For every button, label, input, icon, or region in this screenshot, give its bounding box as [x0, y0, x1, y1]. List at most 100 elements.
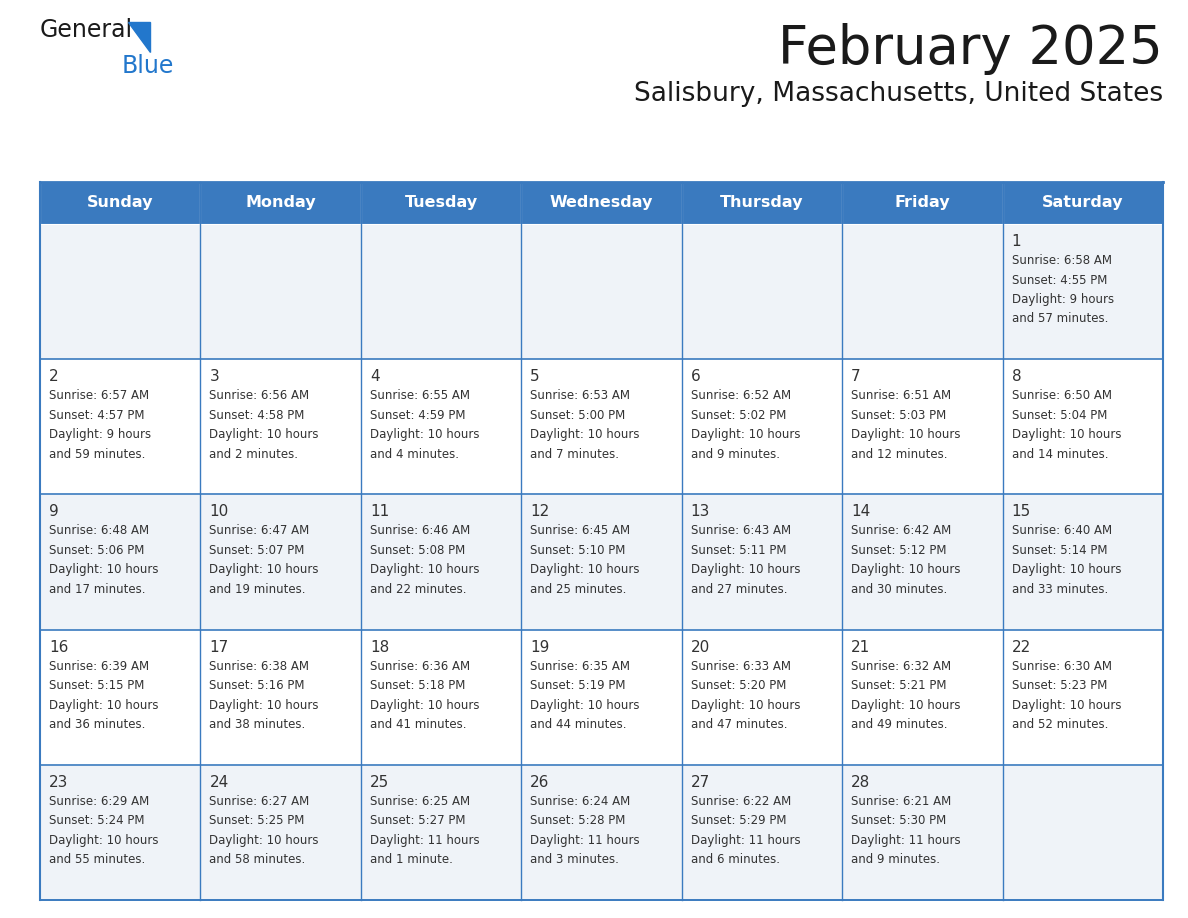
Text: and 6 minutes.: and 6 minutes. [690, 854, 779, 867]
Text: and 36 minutes.: and 36 minutes. [49, 718, 145, 731]
Text: 2: 2 [49, 369, 58, 385]
Text: Daylight: 10 hours: Daylight: 10 hours [209, 428, 318, 442]
Text: Daylight: 10 hours: Daylight: 10 hours [530, 564, 640, 577]
Text: 17: 17 [209, 640, 228, 655]
Text: and 33 minutes.: and 33 minutes. [1011, 583, 1108, 596]
Text: Sunset: 5:15 PM: Sunset: 5:15 PM [49, 679, 145, 692]
Text: Daylight: 10 hours: Daylight: 10 hours [209, 834, 318, 846]
Text: and 3 minutes.: and 3 minutes. [530, 854, 619, 867]
Text: 1: 1 [1011, 234, 1022, 249]
Text: Sunrise: 6:53 AM: Sunrise: 6:53 AM [530, 389, 631, 402]
Bar [522, 224, 682, 359]
Text: Sunrise: 6:48 AM: Sunrise: 6:48 AM [49, 524, 150, 537]
Bar [682, 765, 842, 900]
Text: Sunset: 5:10 PM: Sunset: 5:10 PM [530, 543, 626, 557]
Text: Sunrise: 6:33 AM: Sunrise: 6:33 AM [690, 660, 791, 673]
Bar [842, 359, 1003, 495]
Text: Salisbury, Massachusetts, United States: Salisbury, Massachusetts, United States [634, 81, 1163, 107]
Text: Sunrise: 6:39 AM: Sunrise: 6:39 AM [49, 660, 150, 673]
Bar [842, 182, 1003, 224]
Bar [201, 359, 361, 495]
Text: Sunset: 4:58 PM: Sunset: 4:58 PM [209, 409, 305, 421]
Bar [201, 182, 361, 224]
Text: Sunset: 4:55 PM: Sunset: 4:55 PM [1011, 274, 1107, 286]
Text: Sunrise: 6:40 AM: Sunrise: 6:40 AM [1011, 524, 1112, 537]
Text: Daylight: 10 hours: Daylight: 10 hours [1011, 699, 1121, 711]
Text: Sunset: 5:19 PM: Sunset: 5:19 PM [530, 679, 626, 692]
Text: Sunrise: 6:38 AM: Sunrise: 6:38 AM [209, 660, 309, 673]
Text: Daylight: 10 hours: Daylight: 10 hours [690, 699, 801, 711]
Bar [682, 495, 842, 630]
Text: 13: 13 [690, 504, 710, 520]
Text: Daylight: 10 hours: Daylight: 10 hours [49, 699, 158, 711]
Text: Sunrise: 6:45 AM: Sunrise: 6:45 AM [530, 524, 631, 537]
Text: Daylight: 10 hours: Daylight: 10 hours [530, 699, 640, 711]
Bar [40, 182, 201, 224]
Text: Sunrise: 6:52 AM: Sunrise: 6:52 AM [690, 389, 791, 402]
Bar [522, 630, 682, 765]
Bar [40, 765, 201, 900]
Text: Daylight: 10 hours: Daylight: 10 hours [851, 428, 961, 442]
Text: 5: 5 [530, 369, 539, 385]
Text: Sunset: 5:02 PM: Sunset: 5:02 PM [690, 409, 786, 421]
Text: Sunrise: 6:46 AM: Sunrise: 6:46 AM [369, 524, 470, 537]
Text: 27: 27 [690, 775, 710, 789]
Text: Sunset: 5:11 PM: Sunset: 5:11 PM [690, 543, 786, 557]
Text: Sunset: 5:03 PM: Sunset: 5:03 PM [851, 409, 947, 421]
Bar [1003, 224, 1163, 359]
Text: Sunset: 5:25 PM: Sunset: 5:25 PM [209, 814, 305, 827]
Text: 25: 25 [369, 775, 390, 789]
Text: February 2025: February 2025 [778, 23, 1163, 75]
Text: and 55 minutes.: and 55 minutes. [49, 854, 145, 867]
Text: 28: 28 [851, 775, 871, 789]
Text: Sunrise: 6:47 AM: Sunrise: 6:47 AM [209, 524, 310, 537]
Text: Sunrise: 6:36 AM: Sunrise: 6:36 AM [369, 660, 470, 673]
Text: and 47 minutes.: and 47 minutes. [690, 718, 788, 731]
Text: Sunrise: 6:35 AM: Sunrise: 6:35 AM [530, 660, 631, 673]
Text: Sunset: 5:23 PM: Sunset: 5:23 PM [1011, 679, 1107, 692]
Bar [682, 359, 842, 495]
Text: and 41 minutes.: and 41 minutes. [369, 718, 467, 731]
Text: Daylight: 11 hours: Daylight: 11 hours [530, 834, 640, 846]
Bar [40, 630, 201, 765]
Text: Sunset: 5:16 PM: Sunset: 5:16 PM [209, 679, 305, 692]
Text: Sunrise: 6:42 AM: Sunrise: 6:42 AM [851, 524, 952, 537]
Text: General: General [40, 18, 133, 42]
Bar [1003, 630, 1163, 765]
Text: and 30 minutes.: and 30 minutes. [851, 583, 947, 596]
Text: Sunrise: 6:22 AM: Sunrise: 6:22 AM [690, 795, 791, 808]
Text: 15: 15 [1011, 504, 1031, 520]
Bar [40, 224, 201, 359]
Text: and 59 minutes.: and 59 minutes. [49, 448, 145, 461]
Bar [522, 359, 682, 495]
Text: 21: 21 [851, 640, 871, 655]
Text: Daylight: 10 hours: Daylight: 10 hours [690, 564, 801, 577]
Bar [842, 630, 1003, 765]
Bar [361, 630, 522, 765]
Text: Sunrise: 6:32 AM: Sunrise: 6:32 AM [851, 660, 952, 673]
Text: 10: 10 [209, 504, 228, 520]
Text: Sunset: 5:08 PM: Sunset: 5:08 PM [369, 543, 466, 557]
Bar [201, 224, 361, 359]
Text: and 4 minutes.: and 4 minutes. [369, 448, 459, 461]
Text: 6: 6 [690, 369, 701, 385]
Text: and 22 minutes.: and 22 minutes. [369, 583, 467, 596]
Text: Thursday: Thursday [720, 196, 803, 210]
Text: and 58 minutes.: and 58 minutes. [209, 854, 305, 867]
Text: Sunrise: 6:25 AM: Sunrise: 6:25 AM [369, 795, 470, 808]
Text: and 57 minutes.: and 57 minutes. [1011, 312, 1108, 326]
Text: Daylight: 10 hours: Daylight: 10 hours [369, 564, 479, 577]
Text: 20: 20 [690, 640, 710, 655]
Text: Sunset: 5:04 PM: Sunset: 5:04 PM [1011, 409, 1107, 421]
Bar [201, 765, 361, 900]
Text: Sunrise: 6:30 AM: Sunrise: 6:30 AM [1011, 660, 1112, 673]
Polygon shape [128, 22, 150, 52]
Text: 24: 24 [209, 775, 228, 789]
Text: Sunset: 5:24 PM: Sunset: 5:24 PM [49, 814, 145, 827]
Bar [842, 224, 1003, 359]
Text: Daylight: 10 hours: Daylight: 10 hours [49, 564, 158, 577]
Text: Friday: Friday [895, 196, 950, 210]
Text: Sunset: 5:18 PM: Sunset: 5:18 PM [369, 679, 466, 692]
Bar [201, 630, 361, 765]
Text: Sunset: 5:28 PM: Sunset: 5:28 PM [530, 814, 626, 827]
